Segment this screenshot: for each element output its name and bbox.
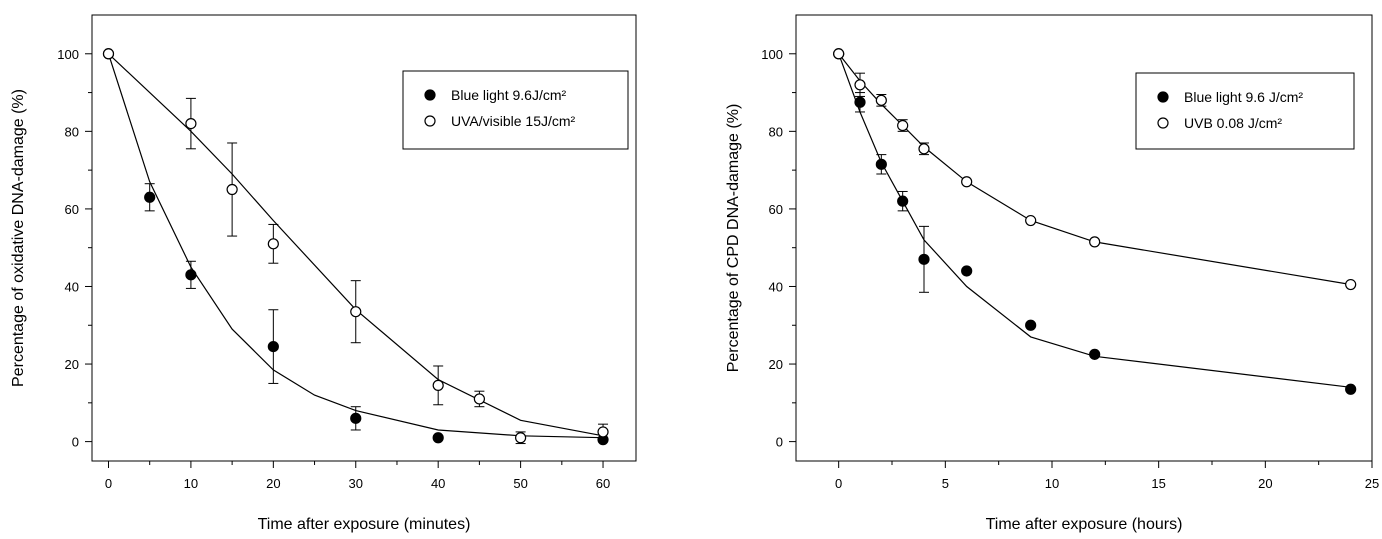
- data-point: [185, 269, 197, 281]
- fit-line: [108, 53, 604, 437]
- y-tick-label: 60: [65, 202, 79, 217]
- data-point: [597, 426, 609, 438]
- data-point: [1345, 383, 1357, 395]
- data-point: [961, 176, 973, 188]
- y-tick-label: 100: [57, 47, 79, 62]
- legend-marker: [424, 89, 436, 101]
- y-tick-label: 80: [65, 124, 79, 139]
- y-axis-title: Percentage of CPD DNA-damage (%): [725, 104, 742, 373]
- data-point: [144, 191, 156, 203]
- plot-frame: [795, 14, 1373, 462]
- legend-label: Blue light 9.6J/cm²: [451, 87, 566, 103]
- data-point: [1025, 319, 1037, 331]
- legend-marker: [1157, 91, 1169, 103]
- legend: Blue light 9.6J/cm² UVA/visible 15J/cm²: [402, 70, 629, 150]
- y-tick-label: 100: [761, 47, 783, 62]
- y-tick-label: 60: [769, 202, 783, 217]
- legend-label: UVA/visible 15J/cm²: [451, 113, 576, 129]
- x-tick-label: 25: [1365, 476, 1379, 491]
- y-tick-label: 20: [769, 357, 783, 372]
- legend-label: Blue light 9.6 J/cm²: [1184, 89, 1303, 105]
- data-point: [897, 195, 909, 207]
- x-axis-title: Time after exposure (minutes): [258, 516, 471, 533]
- data-point: [1089, 236, 1101, 248]
- legend-marker: [424, 115, 436, 127]
- data-point: [432, 379, 444, 391]
- data-point: [267, 238, 279, 250]
- series-2: [102, 48, 609, 445]
- chart-2: 0 5 10 15 20 25 0 20 40 60 80 100 Time after exposur…: [725, 14, 1379, 533]
- x-tick-label: 20: [266, 476, 280, 491]
- data-point: [473, 393, 485, 405]
- x-tick-label: 60: [596, 476, 610, 491]
- x-tick-label: 50: [513, 476, 527, 491]
- data-point: [854, 79, 866, 91]
- data-point: [918, 143, 930, 155]
- data-point: [1025, 214, 1037, 227]
- data-point: [515, 432, 527, 444]
- x-tick-label: 30: [349, 476, 363, 491]
- legend-marker: [1157, 117, 1169, 129]
- plot-frame: [91, 14, 637, 462]
- y-axis-title: Percentage of oxidative DNA-damage (%): [10, 89, 27, 387]
- x-tick-label: 20: [1258, 476, 1272, 491]
- data-point: [1345, 278, 1357, 291]
- x-tick-label: 0: [105, 476, 112, 491]
- series-2: [833, 48, 1357, 291]
- y-tick-label: 40: [769, 279, 783, 294]
- data-point: [961, 265, 973, 277]
- x-tick-label: 5: [942, 476, 949, 491]
- data-point: [350, 412, 362, 424]
- data-point: [854, 96, 866, 108]
- y-tick-label: 0: [776, 435, 783, 450]
- data-point: [897, 119, 909, 132]
- y-tick-label: 0: [72, 435, 79, 450]
- data-point: [833, 48, 845, 60]
- chart-1: 0 10 20 30 40 50 60 0 20 40 60 80 100 Time after expo…: [10, 14, 637, 533]
- legend-box: [1135, 72, 1355, 150]
- data-point: [226, 183, 238, 196]
- y-tick-label: 40: [65, 279, 79, 294]
- data-point: [875, 94, 887, 106]
- y-tick-label: 20: [65, 357, 79, 372]
- fit-line: [107, 53, 604, 439]
- data-point: [1089, 348, 1101, 360]
- x-tick-label: 15: [1151, 476, 1165, 491]
- data-point: [918, 253, 930, 265]
- data-point: [102, 48, 115, 60]
- legend-label: UVB 0.08 J/cm²: [1184, 115, 1282, 131]
- data-point: [267, 340, 279, 353]
- x-axis-title: Time after exposure (hours): [986, 516, 1183, 533]
- x-tick-label: 40: [431, 476, 445, 491]
- data-point: [350, 306, 362, 318]
- data-point: [185, 117, 197, 130]
- y-tick-label: 80: [769, 124, 783, 139]
- legend: Blue light 9.6 J/cm² UVB 0.08 J/cm²: [1135, 72, 1355, 150]
- x-tick-label: 10: [1045, 476, 1059, 491]
- x-tick-label: 0: [835, 476, 842, 491]
- data-point: [875, 158, 887, 170]
- x-tick-label: 10: [184, 476, 198, 491]
- legend-box: [402, 70, 629, 150]
- data-point: [432, 432, 444, 444]
